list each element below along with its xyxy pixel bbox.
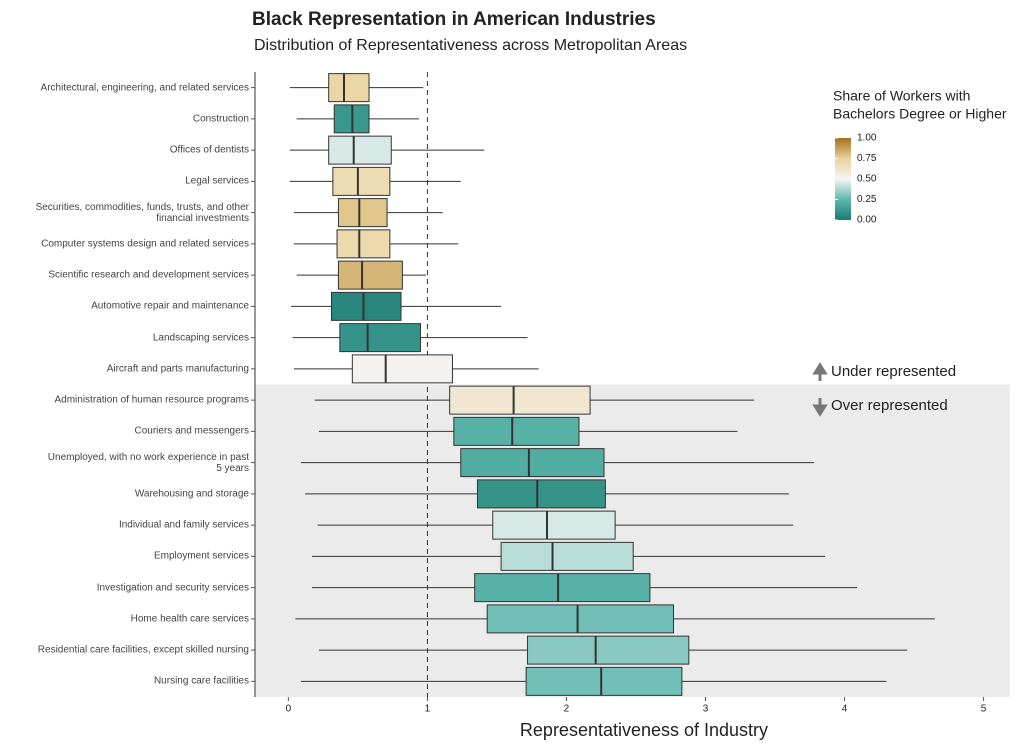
y-tick-label: Securities, commodities, funds, trusts, … [35,201,249,224]
box [525,666,683,696]
y-tick-label: Landscaping services [152,332,249,344]
box [337,198,388,228]
x-tick-label: 1 [425,704,431,715]
y-tick-label: Aircraft and parts manufacturing [106,363,249,375]
box [351,354,453,384]
box [332,166,391,196]
colorbar-label: 0.00 [857,215,877,226]
box [328,135,392,165]
box [449,385,591,415]
colorbar-label: 1.00 [857,133,877,144]
y-tick-label: Construction [192,113,249,125]
colorbar-label: 0.25 [857,194,877,205]
box [337,260,403,290]
y-tick-label: Warehousing and storage [134,488,249,500]
box [330,291,402,321]
box [527,635,690,665]
arrow-up [812,362,828,381]
annotation: Under represented [831,363,956,380]
y-tick-label: Couriers and messengers [134,425,250,437]
chart-subtitle: Distribution of Representativeness acros… [254,37,687,54]
box [453,416,580,446]
y-tick-label: Home health care services [130,613,249,625]
annotation: Over represented [831,397,948,414]
box [492,510,616,540]
x-tick-label: 0 [286,704,292,715]
y-tick-label: Investigation and security services [96,582,249,594]
y-tick-label: Scientific research and development serv… [48,269,249,281]
x-tick-label: 3 [703,704,709,715]
x-tick-label: 2 [564,704,570,715]
box [328,73,370,103]
box [476,479,606,509]
box [474,573,651,603]
y-tick-label: Legal services [185,175,249,187]
y-tick-label: Residential care facilities, except skil… [37,644,249,656]
arrow-down [812,398,828,417]
y-tick-label: Employment services [153,550,249,562]
y-tick-label: Offices of dentists [169,144,249,156]
x-tick-label: 4 [842,704,848,715]
y-tick-label: Unemployed, with no work experience in p… [47,451,249,474]
box [336,229,391,259]
x-axis-title: Representativeness of Industry [520,720,768,740]
y-tick-label: Individual and family services [118,519,249,531]
y-tick-label: Automotive repair and maintenance [91,300,249,312]
x-tick-label: 5 [981,704,987,715]
colorbar [835,138,851,220]
colorbar-label: 0.50 [857,174,877,185]
box [339,323,421,353]
legend-title: Share of Workers with [833,88,970,104]
y-tick-label: Computer systems design and related serv… [41,238,249,250]
colorbar-label: 0.75 [857,153,877,164]
box [486,604,675,634]
box [460,448,605,478]
box [500,541,634,571]
y-tick-label: Architectural, engineering, and related … [40,82,249,94]
chart-title: Black Representation in American Industr… [252,9,656,30]
background [254,72,1010,697]
y-tick-label: Nursing care facilities [153,675,249,687]
legend-title: Bachelors Degree or Higher [833,106,1007,122]
y-tick-label: Administration of human resource program… [54,394,249,406]
